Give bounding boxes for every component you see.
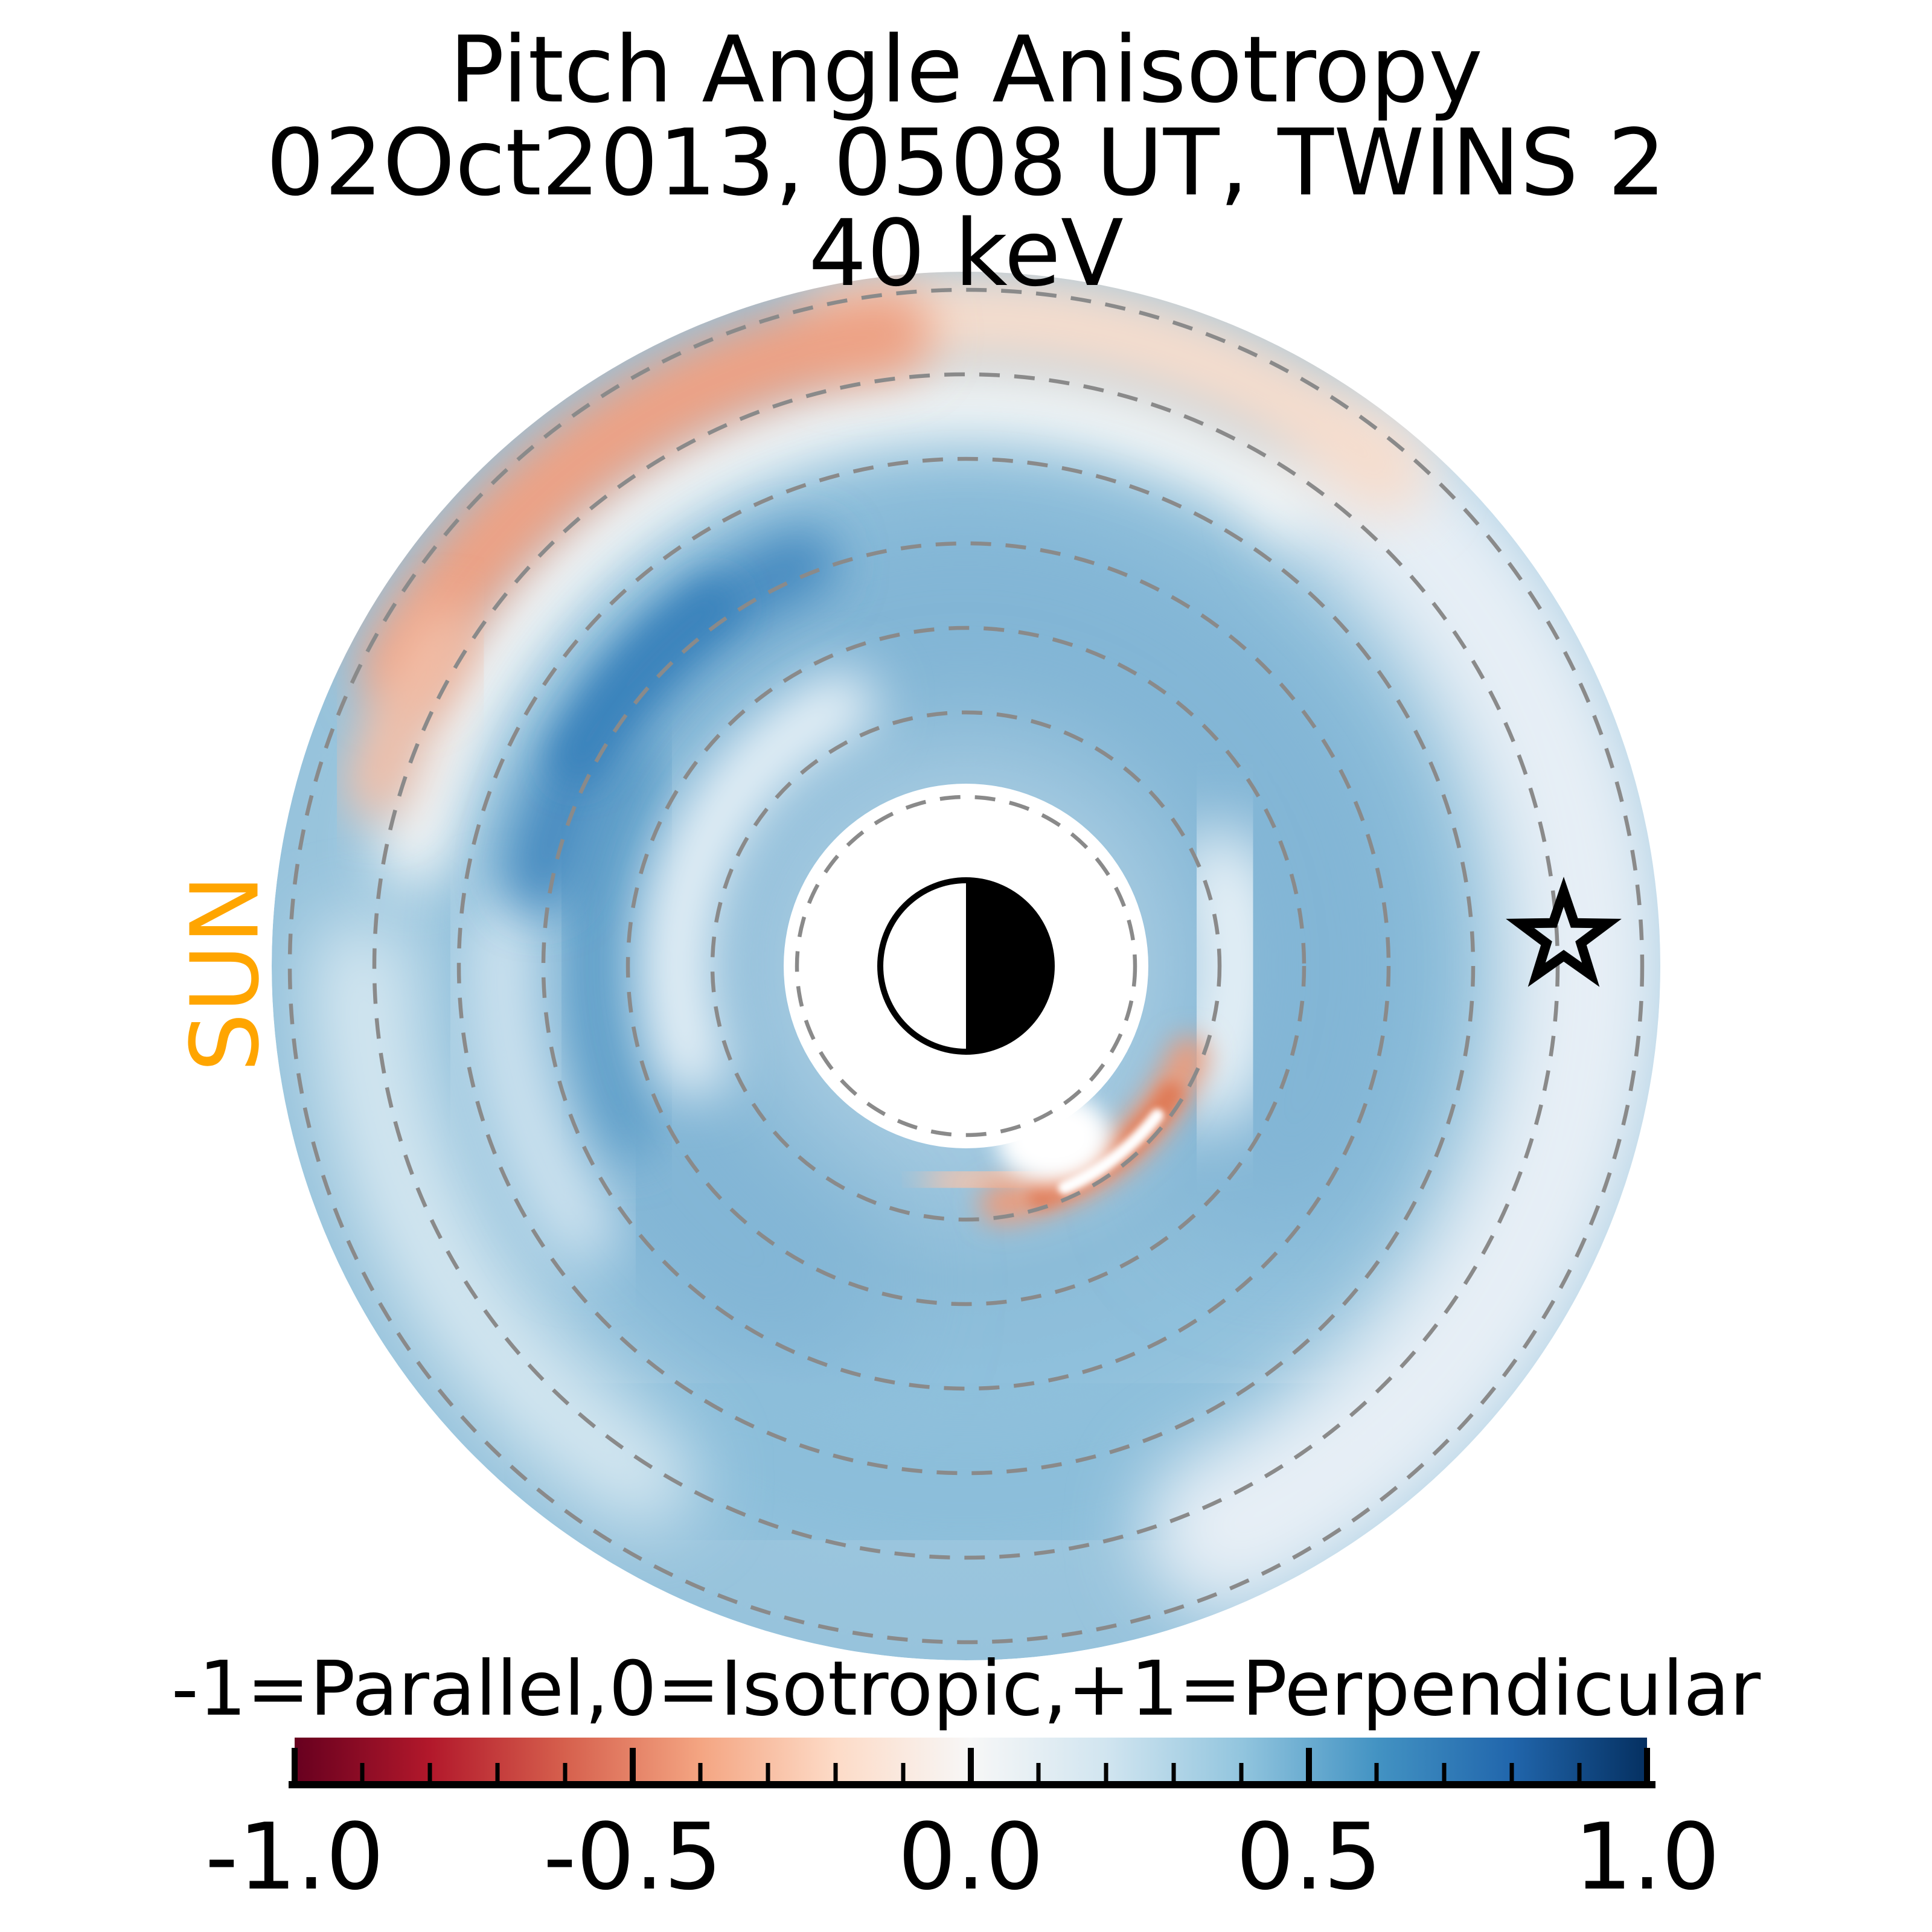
heatmap-feature-dark-blue-arc-core <box>552 581 738 784</box>
lshell-circle-L2 <box>795 795 1137 1137</box>
lshell-circle-L8 <box>287 287 1645 1645</box>
colorbar-tick-label: 0.5 <box>1236 1803 1382 1910</box>
colorbar-minor-tick <box>427 1763 432 1781</box>
heatmap-feature-dark-blue-band-left <box>558 746 676 1157</box>
colorbar-major-tick <box>292 1748 298 1781</box>
spacecraft-star-marker <box>1506 877 1622 987</box>
lshell-circle-L6 <box>456 456 1476 1476</box>
lshell-circle-L3 <box>710 710 1222 1222</box>
heatmap-feature-white-swirl-inner-left <box>644 671 875 1097</box>
anisotropy-heatmap <box>272 272 1660 1660</box>
heatmap-feature-salmon-rim-upper-left <box>360 290 932 711</box>
colorbar-minor-tick <box>766 1763 770 1781</box>
colorbar-major-tick <box>630 1748 636 1781</box>
colorbar-minor-tick <box>1036 1763 1041 1781</box>
colorbar-tick-label: 1.0 <box>1574 1803 1720 1910</box>
colorbar-minor-tick <box>901 1763 906 1781</box>
lshell-circle-L7 <box>372 372 1560 1560</box>
heatmap-feature-white-ring-under-rim <box>377 365 1326 885</box>
colorbar-minor-tick <box>698 1763 703 1781</box>
colorbar-minor-tick <box>1577 1763 1582 1781</box>
colorbar-minor-tick <box>360 1763 365 1781</box>
heatmap-feature-pale-band-lower-left <box>314 918 695 1526</box>
heatmap-feature-crescent-white-core <box>1058 1108 1164 1195</box>
colorbar-minor-tick <box>1509 1763 1514 1781</box>
plot-overlay <box>877 877 1622 1055</box>
colorbar-tick-label: 0.0 <box>898 1803 1044 1910</box>
heatmap-feature-white-band-left <box>470 895 616 1263</box>
heatmap-feature-bottom-medium-blue <box>610 1335 1322 1588</box>
colorbar-major-tick <box>1644 1748 1650 1781</box>
heatmap-feature-outer-pale-rim-right <box>1144 405 1660 1614</box>
colorbar: -1.0 -0.5 0.0 0.5 1.0 <box>205 1738 1720 1910</box>
sun-direction-label: SUN <box>170 874 280 1072</box>
colorbar-major-tick <box>968 1748 974 1781</box>
colorbar-major-tick <box>1306 1748 1312 1781</box>
colorbar-minor-tick <box>833 1763 838 1781</box>
colorbar-minor-tick <box>1374 1763 1379 1781</box>
colorbar-minor-tick <box>1442 1763 1447 1781</box>
colorbar-tick-label: -0.5 <box>543 1803 723 1910</box>
colorbar-axis-line <box>289 1781 1655 1788</box>
heatmap-feature-white-patch-right-inner <box>1166 828 1283 1127</box>
heatmap-feature-salmon-fade-below <box>926 1154 1044 1204</box>
plot-subtitle-datetime: 02Oct2013, 0508 UT, TWINS 2 <box>266 109 1666 216</box>
plot-subtitle-energy: 40 keV <box>808 200 1124 307</box>
colorbar-minor-tick <box>1239 1763 1244 1781</box>
colorbar-minor-tick <box>1171 1763 1176 1781</box>
earth-symbol-nightside <box>966 880 1052 1052</box>
colorbar-minor-tick <box>495 1763 500 1781</box>
colorbar-tick-label: -1.0 <box>205 1803 385 1910</box>
plot-title: Pitch Angle Anisotropy <box>449 16 1483 123</box>
heatmap-feature-outer-pale-salmon-top <box>805 272 1431 517</box>
lshell-circle-L4 <box>625 625 1307 1307</box>
lshell-grid-circles <box>287 287 1645 1645</box>
colorbar-label: -1=Parallel,0=Isotropic,+1=Perpendicular <box>171 1645 1761 1733</box>
colorbar-minor-tick <box>563 1763 568 1781</box>
heatmap-feature-salmon-rim-tail <box>344 606 477 819</box>
lshell-circle-L5 <box>541 541 1391 1391</box>
colorbar-minor-tick <box>1104 1763 1108 1781</box>
